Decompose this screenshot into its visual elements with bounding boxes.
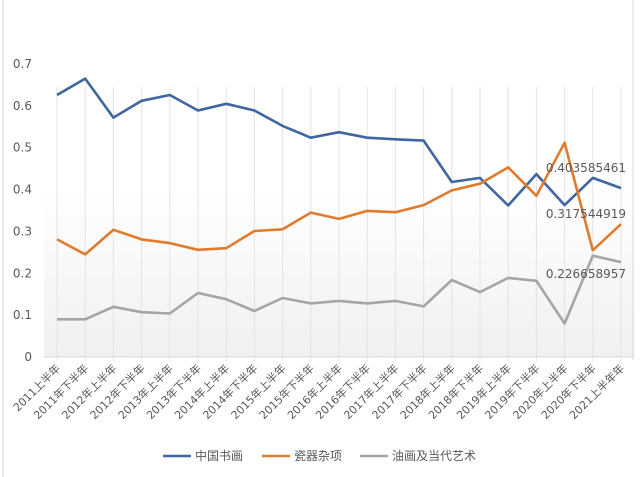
y-tick-label: 0 (24, 350, 32, 364)
data-label-last-2: 0.226658957 (546, 267, 626, 281)
y-tick-label: 0.4 (13, 183, 32, 197)
data-label-last-1: 0.317544919 (546, 207, 626, 221)
y-tick-label: 0.2 (13, 266, 32, 280)
data-label-last-0: 0.403585461 (546, 161, 626, 175)
y-tick-label: 0.1 (13, 308, 32, 322)
legend-label-0: 中国书画 (195, 448, 243, 463)
y-tick-label: 0.5 (13, 141, 32, 155)
series-line-2 (57, 254, 622, 325)
series-line-1 (56, 141, 622, 256)
y-tick-label: 0.3 (13, 224, 32, 238)
y-tick-label: 0.6 (13, 99, 32, 113)
legend-label-2: 油画及当代艺术 (392, 449, 476, 463)
legend-label-1: 瓷器杂项 (294, 449, 342, 463)
y-tick-label: 0.7 (13, 57, 32, 71)
